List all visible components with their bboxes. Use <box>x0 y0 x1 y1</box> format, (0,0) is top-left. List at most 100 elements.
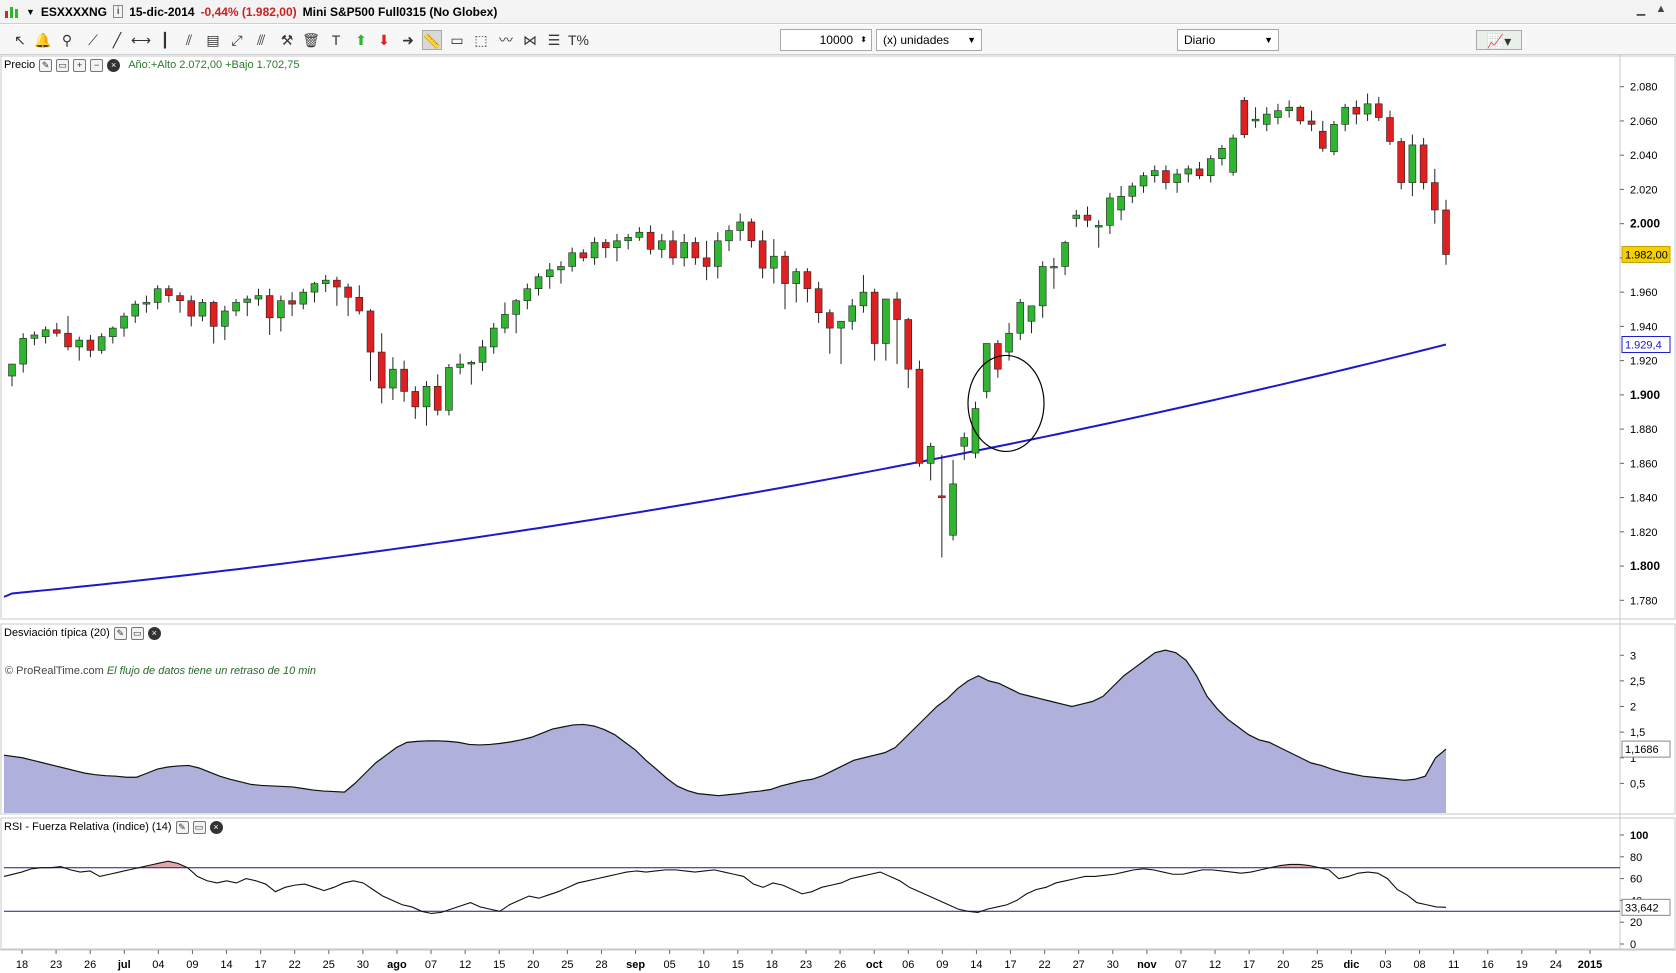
candle <box>770 239 778 284</box>
candle-body-down <box>1386 117 1394 142</box>
rectangle-icon[interactable]: ▭ <box>450 32 464 48</box>
buy-arrow-icon[interactable]: ⬆ <box>355 32 367 48</box>
candle-body-up <box>389 368 397 389</box>
stdev-panel-frame <box>0 623 1676 815</box>
x-tick-label: 28 <box>595 959 607 971</box>
session-date: 15-dic-2014 <box>129 4 195 19</box>
candle-body-up <box>456 363 464 368</box>
candle <box>1117 185 1125 221</box>
candle-body-up <box>1038 266 1047 307</box>
price-tick-label: 1.940 <box>1630 321 1658 333</box>
candle <box>658 233 666 258</box>
remove-icon[interactable]: − <box>90 58 104 72</box>
candle-body-down <box>601 242 610 248</box>
candle <box>1038 261 1047 318</box>
period-select[interactable]: Diario ▼ <box>1177 29 1279 51</box>
trash-icon[interactable]: 🗑 <box>302 32 320 48</box>
stdev-tick-label: 1,5 <box>1630 727 1645 739</box>
x-tick-label: 27 <box>1073 959 1085 971</box>
candle-body-up <box>232 302 240 312</box>
alert-bell-icon[interactable]: 🔔 <box>34 32 52 48</box>
percent-icon[interactable]: T% <box>568 32 589 48</box>
horizontal-line-icon[interactable]: ⟷ <box>131 32 152 48</box>
candle <box>153 285 162 310</box>
window-icon[interactable]: ▭ <box>192 820 206 834</box>
fibonacci-icon[interactable]: ▤ <box>206 32 220 48</box>
vertical-line-icon[interactable]: ┃ <box>160 32 170 48</box>
close-icon[interactable]: × <box>147 626 161 640</box>
candle-body-up <box>1262 113 1271 125</box>
candle <box>915 360 924 467</box>
x-tick-label: 19 <box>1516 959 1528 971</box>
candle <box>814 281 823 323</box>
fan-icon[interactable]: ⫻ <box>256 32 266 48</box>
x-tick-label: 17 <box>1004 959 1016 971</box>
candle-body-up <box>8 363 16 377</box>
candle-body-down <box>355 296 364 312</box>
source-note: © ProRealTime.com El flujo de datos tien… <box>5 665 316 677</box>
unit-select[interactable]: (x) unidades ▼ <box>876 29 982 51</box>
candle-body-down <box>826 312 834 329</box>
pattern-icon[interactable]: ⋈ <box>523 32 537 48</box>
wrench-icon[interactable]: ✎ <box>113 626 127 640</box>
candle-body-down <box>1419 144 1428 183</box>
add-icon[interactable]: + <box>73 58 87 72</box>
candle-body-down <box>433 386 442 411</box>
candle-body-down <box>646 231 655 250</box>
candle <box>1150 165 1159 183</box>
x-tick-label: 11 <box>1448 959 1459 971</box>
price-tick-label: 1.780 <box>1630 595 1658 607</box>
pointer-icon[interactable]: ↖ <box>14 32 26 48</box>
cycle-icon[interactable]: ☰ <box>547 32 561 48</box>
candle <box>310 281 319 303</box>
x-tick-label: 03 <box>1379 959 1391 971</box>
x-tick-label: 12 <box>459 959 471 971</box>
candle-body-up <box>848 305 857 322</box>
close-icon[interactable]: × <box>209 820 223 834</box>
x-tick-label: 2015 <box>1578 959 1602 971</box>
channel-icon[interactable]: ⫽ <box>185 32 193 48</box>
quantity-stepper-icon[interactable]: ⬍ <box>860 35 867 44</box>
candle-body-down <box>1083 214 1092 221</box>
candle-body-down <box>691 242 700 259</box>
stdev-tick-label: 2 <box>1630 702 1636 714</box>
chart-type-icon[interactable]: 📈▾ <box>1476 30 1522 50</box>
candle <box>377 333 386 404</box>
ticker-symbol[interactable]: ESXXXXNG <box>40 4 107 19</box>
wrench-icon[interactable]: ✎ <box>175 820 189 834</box>
wave-icon[interactable]: 〰 <box>499 32 513 48</box>
zoom-icon[interactable]: ⚲ <box>61 32 73 48</box>
wrench-icon[interactable]: ✎ <box>39 58 53 72</box>
quantity-input[interactable]: 10000 ⬍ <box>780 29 872 51</box>
ticker-dropdown-icon[interactable]: ▼ <box>26 6 35 17</box>
projection-icon[interactable]: ⤢ <box>231 32 243 48</box>
ruler-icon[interactable]: 📏 <box>422 30 442 50</box>
candle <box>1016 298 1025 341</box>
minimize-icon[interactable]: ▁ <box>1636 4 1646 16</box>
text-icon[interactable]: T <box>331 32 341 48</box>
shape-icon[interactable]: ⬚ <box>474 32 488 48</box>
candle-body-down <box>411 391 420 408</box>
candle-body-up <box>960 437 969 447</box>
close-icon[interactable]: × <box>107 58 121 72</box>
window-icon[interactable]: ▭ <box>56 58 70 72</box>
line-icon[interactable]: ╱ <box>112 32 122 48</box>
candle <box>389 357 397 400</box>
x-tick-label: 16 <box>1482 959 1494 971</box>
candle-body-down <box>1442 209 1450 255</box>
rsi-overbought-fill <box>4 861 1446 868</box>
candle-body-up <box>198 302 207 317</box>
candle <box>1397 138 1405 190</box>
candle-body-up <box>534 276 543 290</box>
maximize-icon[interactable]: ▲ <box>1655 3 1667 15</box>
trend-line-icon[interactable]: ⟋ <box>88 32 98 48</box>
x-tick-label: dic <box>1343 959 1359 971</box>
info-icon[interactable]: i <box>112 5 124 18</box>
candle <box>579 249 588 262</box>
candle-body-up <box>445 367 453 411</box>
sell-arrow-icon[interactable]: ⬇ <box>378 32 390 48</box>
window-icon[interactable]: ▭ <box>130 626 144 640</box>
right-arrow-icon[interactable]: ➜ <box>402 32 414 48</box>
rsi-tick-label: 20 <box>1630 917 1642 929</box>
hammer-icon[interactable]: ⚒ <box>280 32 294 48</box>
